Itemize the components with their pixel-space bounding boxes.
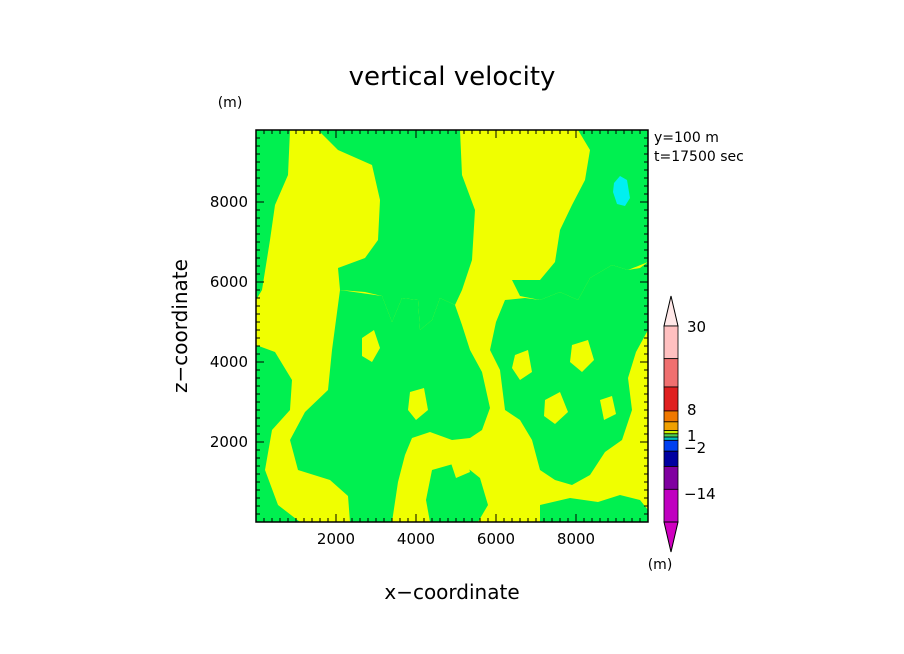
colorbar-segment (663, 421, 679, 431)
colorbar-segment (663, 488, 679, 523)
plot-border (255, 129, 649, 523)
colorbar-segment (663, 439, 679, 452)
yellow-island-3 (570, 340, 594, 372)
green-region-main-column (318, 130, 475, 330)
colorbar-segment (663, 358, 679, 388)
yellow-island-1 (362, 330, 380, 362)
yellow-island-8 (450, 456, 470, 478)
colorbar-unit: (m) (648, 557, 673, 573)
green-region-lower-right (490, 262, 648, 485)
colorbar-label-8: 8 (687, 401, 697, 419)
y-tick-label: 4000 (210, 353, 248, 371)
colorbar-max-arrow (663, 295, 679, 327)
colorbar-segment (663, 386, 679, 412)
plot-frame (255, 129, 649, 523)
x-tick-label: 4000 (397, 530, 435, 548)
green-region-bottom-right (540, 495, 648, 522)
x-tick-label: 8000 (557, 530, 595, 548)
colorbar-segment (663, 430, 679, 435)
colorbar-label-1: 1 (687, 427, 697, 445)
y-tick-label: 2000 (210, 433, 248, 451)
annotation-time: t=17500 sec (654, 149, 744, 165)
yellow-island-6 (512, 350, 532, 380)
x-tick-labels: 2000 4000 6000 8000 (317, 530, 595, 548)
x-tick-label: 6000 (477, 530, 515, 548)
colorbar-segment (663, 450, 679, 467)
cyan-region (613, 176, 630, 206)
contour-field (256, 130, 648, 522)
green-region-lower-left (256, 345, 300, 522)
green-region-bottom-center (426, 462, 488, 522)
green-region-mid-lower (290, 290, 490, 522)
colorbar-segment (663, 410, 679, 423)
axis-ticks (256, 130, 648, 522)
x-axis-label: x−coordinate (384, 580, 519, 604)
colorbar-label-minus-14: −14 (684, 485, 716, 503)
colorbar-segment (663, 325, 679, 360)
green-region-right-column (512, 130, 648, 300)
colorbar-label-minus-2: −2 (684, 439, 706, 457)
colorbar-label-30: 30 (687, 318, 706, 336)
negative-velocity-regions (256, 130, 648, 522)
chart-title: vertical velocity (349, 62, 556, 92)
green-region-left-edge (256, 130, 290, 300)
y-tick-label: 6000 (210, 273, 248, 291)
colorbar-min-arrow (663, 521, 679, 553)
yellow-island-4 (544, 392, 568, 424)
yellow-island-2 (408, 388, 428, 420)
y-tick-label: 8000 (210, 193, 248, 211)
colorbar-segment (663, 433, 679, 438)
annotation-y-position: y=100 m (654, 130, 719, 146)
positive-velocity-islands (300, 316, 616, 478)
yellow-island-7 (300, 316, 316, 340)
y-unit-label: (m) (218, 95, 243, 111)
x-tick-label: 2000 (317, 530, 355, 548)
colorbar-labels: 30 8 1 −2 −14 (684, 318, 716, 503)
yellow-island-5 (600, 396, 616, 420)
y-tick-labels: 2000 4000 6000 8000 (210, 193, 248, 451)
colorbar-segment (663, 466, 679, 490)
y-axis-label: z−coordinate (168, 259, 192, 393)
colorbar (663, 295, 679, 553)
colorbar-segment (663, 436, 679, 441)
